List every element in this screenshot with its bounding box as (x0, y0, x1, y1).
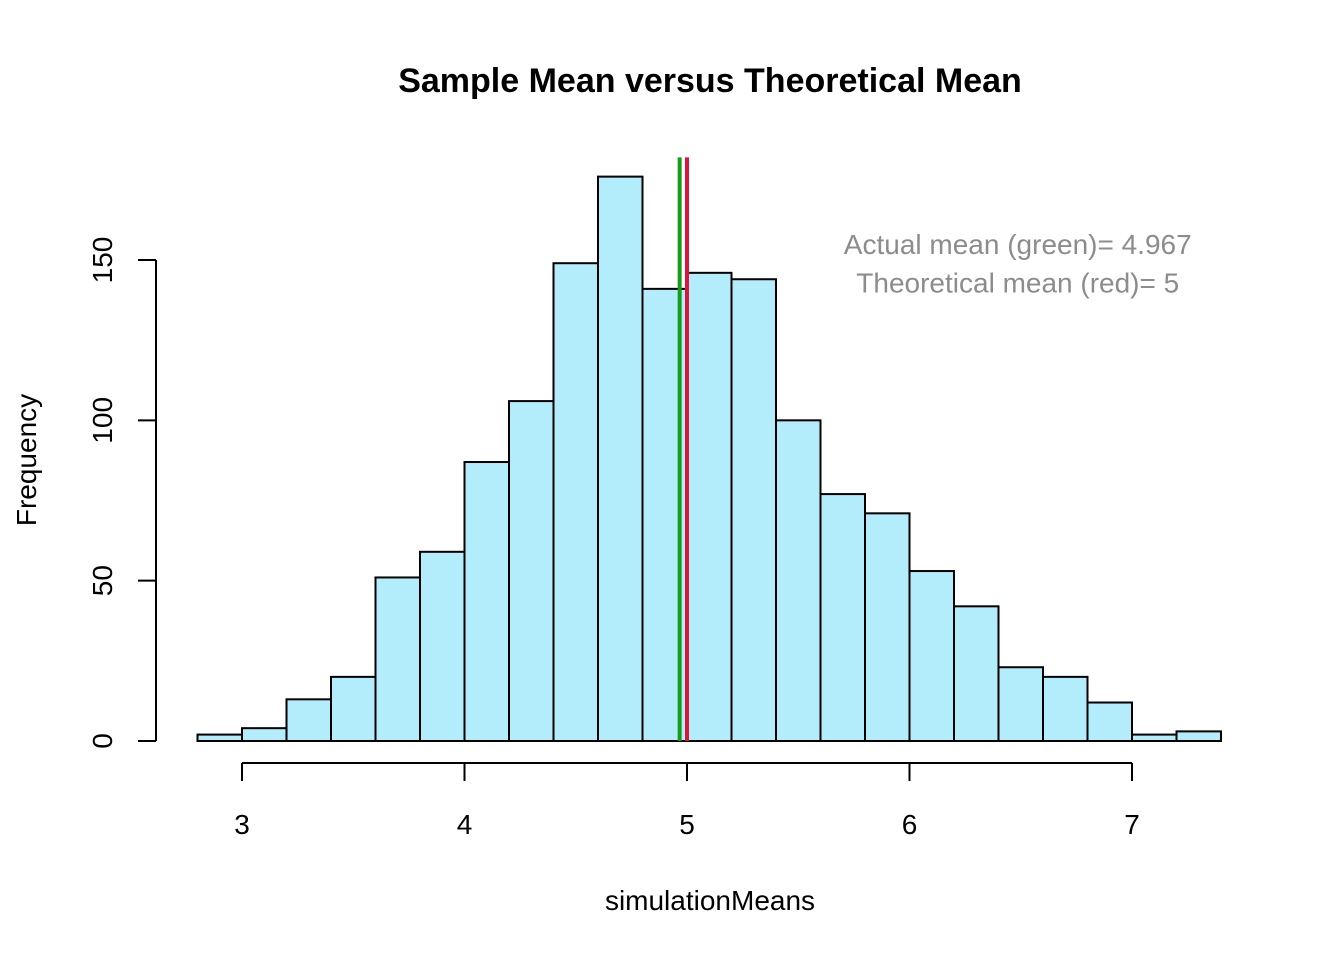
histogram-bar (196, 733, 243, 743)
histogram-bar (241, 727, 288, 743)
y-tick-label: 150 (87, 237, 118, 284)
histogram-bar (686, 271, 733, 742)
histogram-bar (953, 605, 1000, 742)
x-axis-label: simulationMeans (605, 885, 815, 916)
histogram-bar (864, 512, 911, 742)
x-tick-label: 3 (234, 809, 250, 840)
mean-lines-group (677, 157, 689, 741)
y-tick-label: 50 (87, 565, 118, 596)
histogram-bar (908, 570, 955, 743)
x-axis: 3 4 5 6 7 (234, 762, 1140, 840)
histogram-bar (819, 493, 866, 742)
x-tick-label: 5 (679, 809, 695, 840)
histogram-bar (285, 698, 332, 743)
histogram-bar (508, 400, 555, 742)
bars-group (196, 175, 1222, 743)
chart-title: Sample Mean versus Theoretical Mean (398, 62, 1022, 100)
x-tick-label: 6 (902, 809, 918, 840)
histogram-bar (997, 666, 1044, 742)
histogram-bar (419, 550, 466, 742)
histogram-bar (463, 461, 510, 742)
histogram-bar (1042, 675, 1089, 742)
histogram-bar (552, 262, 599, 742)
histogram-bar (1086, 701, 1133, 743)
histogram-bar (730, 278, 777, 742)
actual-mean-annotation: Actual mean (green)= 4.967 (844, 229, 1192, 260)
theoretical-mean-annotation: Theoretical mean (red)= 5 (856, 267, 1179, 298)
y-axis: 0 50 100 150 (87, 237, 157, 749)
histogram-bar (775, 419, 822, 742)
y-tick-label: 100 (87, 397, 118, 444)
histogram-bar (330, 675, 377, 742)
annotations-group: Actual mean (green)= 4.967 Theoretical me… (844, 229, 1192, 298)
x-tick-label: 4 (457, 809, 473, 840)
y-tick-label: 0 (87, 733, 118, 749)
histogram-bar (1131, 733, 1178, 743)
y-axis-label: Frequency (11, 394, 42, 526)
histogram-bar (1175, 730, 1222, 743)
histogram-bar (597, 175, 644, 743)
histogram-bar (374, 576, 421, 743)
x-tick-label: 7 (1124, 809, 1140, 840)
